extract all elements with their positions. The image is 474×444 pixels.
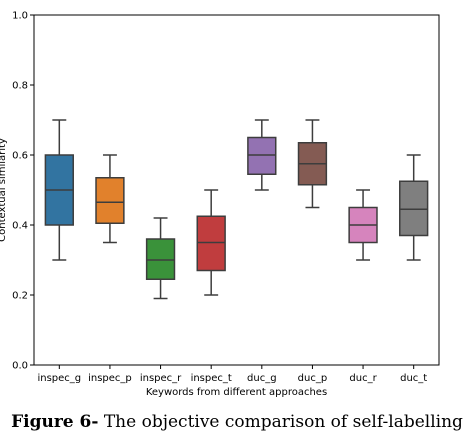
x-tick-label: inspec_r	[140, 373, 182, 384]
box-body	[247, 136, 277, 175]
figure-caption: Figure 6- The objective comparison of se…	[0, 412, 474, 432]
y-tick-label: 0.2	[12, 291, 28, 302]
y-tick-label: 1.0	[12, 11, 28, 22]
box-inspec_g	[44, 119, 74, 261]
box-duc_g	[247, 119, 277, 191]
y-tick-label: 0.0	[12, 361, 28, 372]
box-duc_p	[297, 119, 328, 209]
figure-caption-label: Figure 6-	[11, 412, 99, 432]
box-inspec_t	[196, 189, 226, 296]
box-body	[145, 238, 176, 280]
x-tick-label: duc_g	[247, 373, 277, 384]
x-tick-label: duc_r	[349, 373, 377, 384]
box-plot-chart: 0.00.20.40.60.81.0 inspec_g inspec_p inspe…	[0, 11, 440, 398]
plot-area-frame	[33, 14, 440, 366]
box-body	[399, 180, 429, 237]
y-tick-label: 0.4	[12, 221, 28, 232]
box-duc_t	[399, 154, 429, 261]
y-axis-title: Contextual similarity	[0, 138, 8, 242]
box-inspec_p	[95, 154, 125, 244]
x-tick-label: inspec_p	[88, 373, 132, 384]
box-body	[196, 215, 226, 272]
y-tick-label: 0.8	[12, 81, 28, 92]
x-tick-label: inspec_t	[191, 373, 232, 384]
box-duc_r	[348, 189, 378, 261]
x-tick-label: inspec_g	[37, 373, 81, 384]
box-inspec_r	[145, 217, 176, 300]
y-axis: 0.0 0.2 0.4 0.6 0.8 1.0	[12, 11, 34, 372]
x-tick-label: duc_p	[298, 373, 328, 384]
x-tick-label: duc_t	[400, 373, 427, 384]
x-axis: inspec_g inspec_p inspec_r inspec_t duc_g duc…	[37, 365, 427, 384]
figure-caption-text: The objective comparison of self-labelli…	[98, 412, 463, 432]
y-tick-label: 0.6	[12, 151, 28, 162]
boxes-group	[44, 119, 429, 300]
box-body	[95, 177, 125, 224]
x-axis-title: Keywords from different approaches	[146, 387, 327, 398]
